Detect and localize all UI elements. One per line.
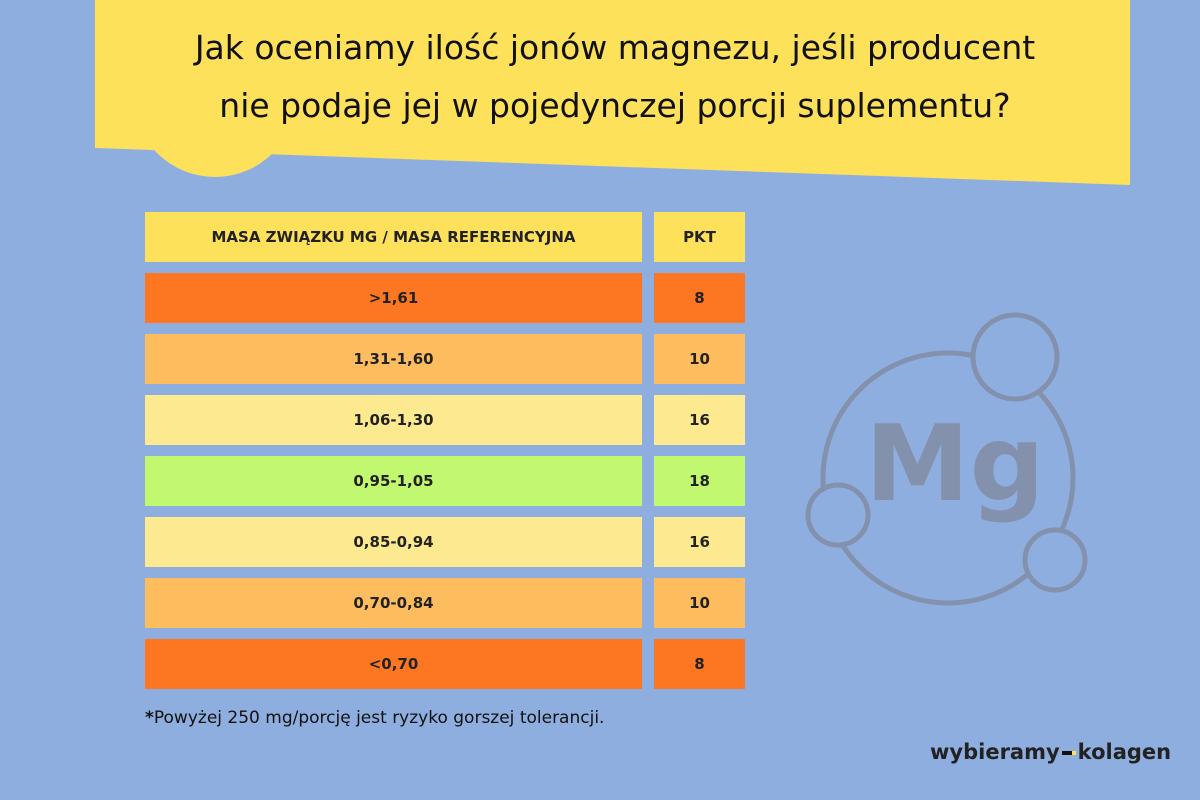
range-cell: <0,70 bbox=[145, 639, 642, 689]
logo-icon bbox=[1061, 751, 1076, 755]
points-cell: 16 bbox=[654, 517, 745, 567]
footnote-mark: * bbox=[145, 708, 154, 728]
points-cell: 8 bbox=[654, 273, 745, 323]
logo-part: kolagen bbox=[1077, 740, 1172, 764]
logo: wybieramy kolagen bbox=[930, 740, 1171, 764]
range-cell: 1,31-1,60 bbox=[145, 334, 642, 384]
logo-part: wybieramy bbox=[930, 740, 1060, 764]
range-cell: >1,61 bbox=[145, 273, 642, 323]
footnote: *Powyżej 250 mg/porcję jest ryzyko gorsz… bbox=[145, 708, 604, 728]
points-cell: 18 bbox=[654, 456, 745, 506]
range-cell: 0,95-1,05 bbox=[145, 456, 642, 506]
points-cell: 8 bbox=[654, 639, 745, 689]
range-cell: 1,06-1,30 bbox=[145, 395, 642, 445]
range-cell: 0,70-0,84 bbox=[145, 578, 642, 628]
title-line: Jak oceniamy ilość jonów magnezu, jeśli … bbox=[194, 28, 1036, 67]
points-cell: 16 bbox=[654, 395, 745, 445]
header-cell: PKT bbox=[654, 212, 745, 262]
mg-label: Mg bbox=[865, 403, 1045, 525]
points-cell: 10 bbox=[654, 334, 745, 384]
mg-icon bbox=[805, 312, 1088, 606]
points-cell: 10 bbox=[654, 578, 745, 628]
speech-bubble bbox=[133, 13, 297, 177]
footnote-text: Powyżej 250 mg/porcję jest ryzyko gorsze… bbox=[153, 708, 605, 728]
title-line: nie podaje jej w pojedynczej porcji supl… bbox=[219, 86, 1011, 125]
range-cell: 0,85-0,94 bbox=[145, 517, 642, 567]
banner bbox=[95, 0, 1130, 185]
header-cell: MASA ZWIĄZKU MG / MASA REFERENCYJNA bbox=[145, 212, 642, 262]
